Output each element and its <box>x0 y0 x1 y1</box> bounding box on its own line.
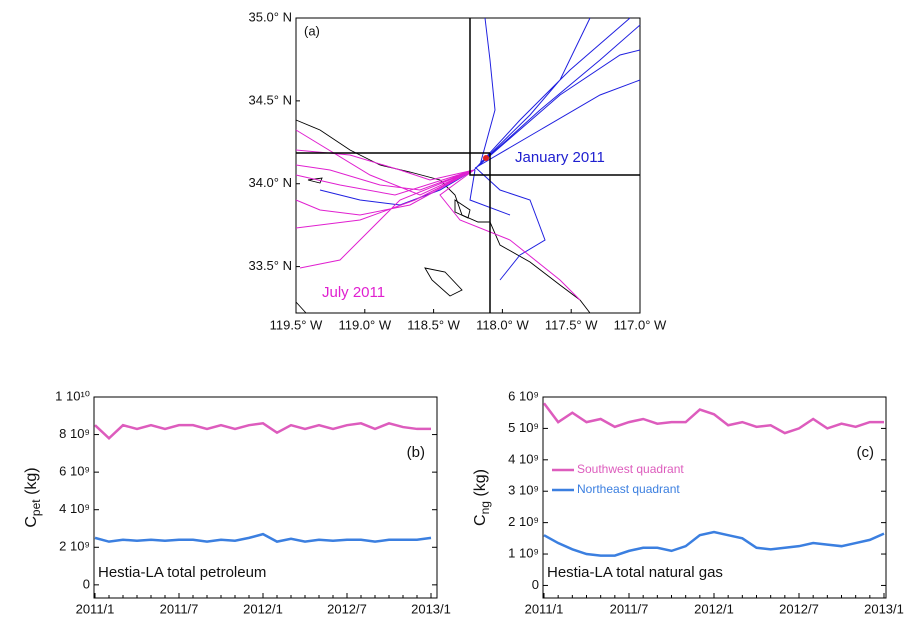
x-tick-label: 119.5° W <box>270 317 323 332</box>
y-axis-label-part: ng <box>478 501 492 514</box>
y-tick-label: 1 10¹⁰ <box>55 388 90 403</box>
legend-label: Southwest quadrant <box>577 462 684 476</box>
plot-frame <box>93 396 438 599</box>
data-line <box>94 421 431 441</box>
y-axis-label-part: (kg) <box>472 469 489 501</box>
quadrant-lines <box>296 18 640 313</box>
y-tick-label: 6 10⁹ <box>508 388 539 403</box>
y-axis-label-part: (kg) <box>23 467 40 499</box>
annotation: Hestia-LA total natural gas <box>547 564 723 581</box>
site-marker <box>483 155 489 161</box>
x-tick-label: 118.0° W <box>476 317 529 332</box>
y-tick-label: 2 10⁹ <box>59 539 90 554</box>
y-tick-label: 34.5° N <box>248 92 292 107</box>
y-tick-label: 2 10⁹ <box>508 514 539 529</box>
x-tick-label: 2012/7 <box>779 601 819 616</box>
map-decoration <box>295 17 641 314</box>
y-axis-label: Cng (kg) <box>472 469 492 526</box>
legend-label: Northeast quadrant <box>577 482 680 496</box>
y-axis-label-part: C <box>472 514 489 526</box>
y-tick-label: 4 10⁹ <box>59 501 90 516</box>
panel-label: (b) <box>407 444 425 461</box>
y-axis-label-part: pet <box>29 499 43 516</box>
y-tick-label: 1 10⁹ <box>508 545 539 560</box>
y-axis-label-part: C <box>23 516 40 528</box>
trajectories-july <box>295 129 581 301</box>
annotation: Hestia-LA total petroleum <box>98 564 266 581</box>
x-tick-label: 2013/1 <box>411 601 451 616</box>
x-tick-label: 118.5° W <box>407 317 460 332</box>
x-tick-label: 117.5° W <box>545 317 598 332</box>
x-tick-label: 2011/1 <box>76 601 115 616</box>
x-tick-label: 117.0° W <box>614 317 667 332</box>
y-tick-label: 8 10⁹ <box>59 426 90 441</box>
y-tick-label: 34.0° N <box>248 175 292 190</box>
y-tick-label: 3 10⁹ <box>508 483 539 498</box>
x-tick-label: 2012/1 <box>694 601 734 616</box>
panel-label: (a) <box>304 23 320 38</box>
x-tick-label: 2011/1 <box>525 601 564 616</box>
x-tick-label: 2013/1 <box>864 601 904 616</box>
x-tick-label: 2012/1 <box>243 601 283 616</box>
y-tick-label: 4 10⁹ <box>508 451 539 466</box>
annotation: January 2011 <box>515 149 605 166</box>
y-tick-label: 35.0° N <box>248 9 292 24</box>
x-tick-label: 2011/7 <box>610 601 649 616</box>
annotation: July 2011 <box>322 284 385 301</box>
y-tick-label: 0 <box>83 576 90 591</box>
data-line <box>94 532 432 543</box>
data-line <box>543 402 884 435</box>
y-tick-label: 5 10⁹ <box>508 420 539 435</box>
x-tick-label: 2012/7 <box>327 601 367 616</box>
x-tick-label: 119.0° W <box>338 317 391 332</box>
x-tick-label: 2011/7 <box>160 601 199 616</box>
islands <box>295 177 471 314</box>
panel-label: (c) <box>857 444 875 461</box>
y-tick-label: 6 10⁹ <box>59 464 90 479</box>
y-tick-label: 33.5° N <box>248 258 292 273</box>
y-axis-label: Cpet (kg) <box>23 467 43 527</box>
data-line <box>543 530 885 557</box>
y-tick-label: 0 <box>532 577 539 592</box>
